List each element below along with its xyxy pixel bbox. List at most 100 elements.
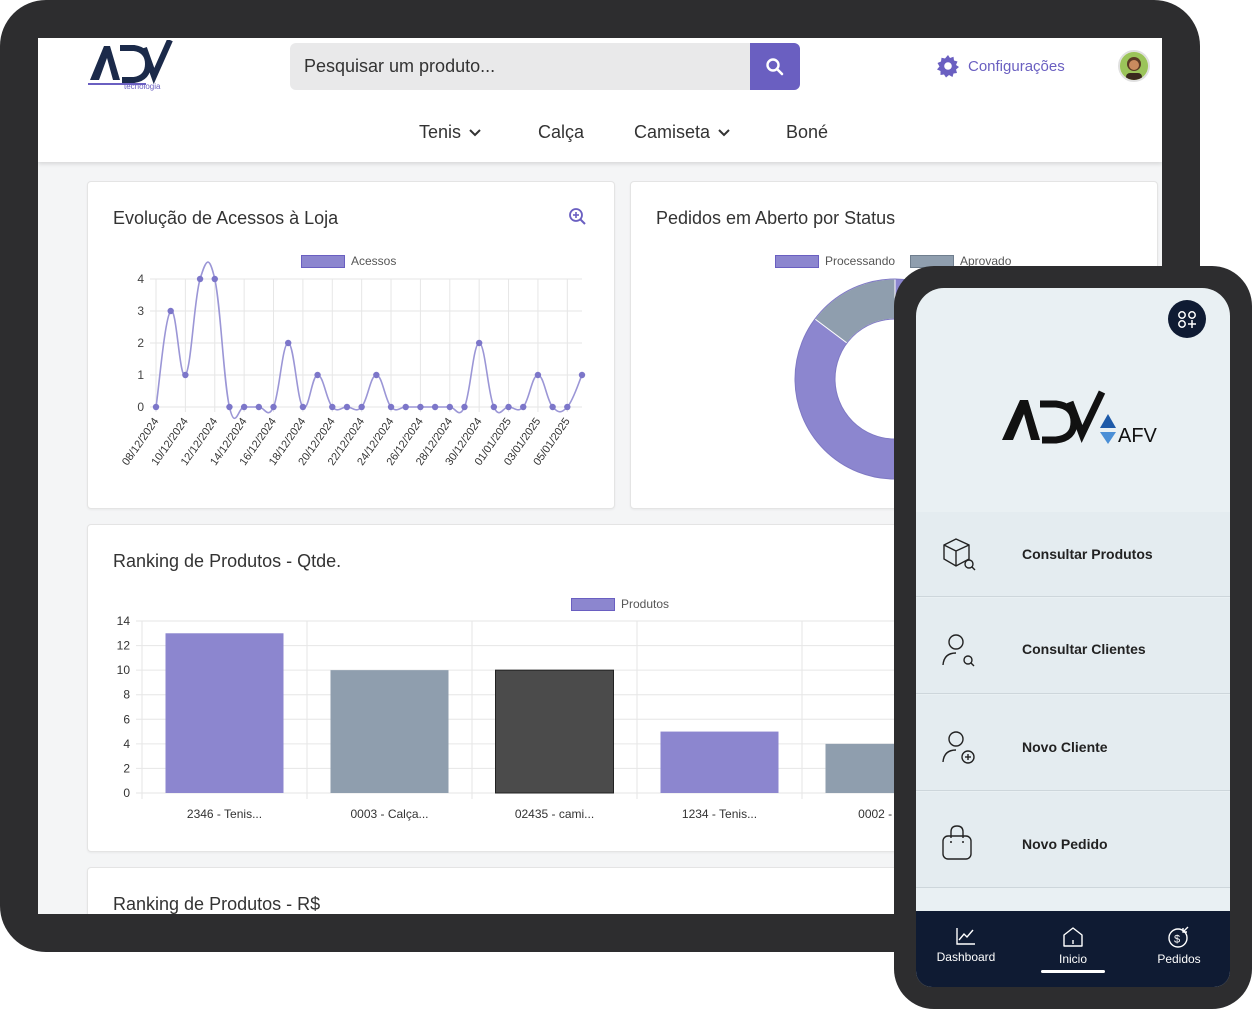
y-tick-label: 4	[137, 272, 144, 286]
access-line-chart: 0123408/12/202410/12/202412/12/202414/12…	[120, 261, 586, 468]
card-title: Pedidos em Aberto por Status	[656, 208, 896, 228]
nav-label: Calça	[538, 122, 585, 142]
y-tick-label: 1	[137, 368, 144, 382]
x-tick-label: 0003 - Calça...	[350, 807, 428, 821]
x-tick-label: 1234 - Tenis...	[682, 807, 757, 821]
nav-label: Boné	[786, 122, 829, 142]
user-add-icon	[942, 731, 975, 764]
card-title: Ranking de Produtos - R$	[113, 894, 321, 914]
logo-suffix: AFV	[1118, 425, 1158, 447]
menu-novo-pedido[interactable]: Novo Pedido	[916, 792, 1230, 888]
nav-item-bone[interactable]: Boné	[786, 122, 828, 143]
tab-inicio[interactable]: Inicio	[1041, 925, 1105, 973]
nav-item-calca[interactable]: Calça	[538, 122, 584, 143]
legend-label: Aprovado	[960, 254, 1012, 268]
home-icon	[1063, 927, 1083, 947]
card-title: Evolução de Acessos à Loja	[113, 208, 339, 228]
tab-label: Pedidos	[1157, 952, 1201, 966]
data-point	[549, 403, 556, 411]
y-tick-label: 8	[123, 688, 130, 702]
menu-novo-cliente[interactable]: Novo Cliente	[916, 695, 1230, 791]
data-point	[196, 275, 204, 283]
settings-label: Configurações	[968, 57, 1065, 75]
menu-consultar-produtos[interactable]: Consultar Produtos	[916, 512, 1230, 597]
bar	[330, 670, 449, 793]
search-box	[290, 43, 800, 90]
data-point	[152, 403, 160, 411]
data-point	[226, 403, 233, 411]
data-point	[402, 403, 409, 411]
data-point	[329, 403, 336, 411]
data-point	[285, 339, 292, 347]
menu-label: Novo Cliente	[1022, 739, 1108, 755]
company-logo[interactable]: tecnologia	[86, 38, 176, 97]
data-point	[314, 371, 321, 379]
y-tick-label: 0	[123, 786, 130, 800]
y-tick-label: 6	[123, 712, 130, 726]
nav-label: Tenis	[419, 122, 462, 142]
data-point	[358, 403, 365, 411]
legend-processando: Processando	[775, 254, 895, 268]
zoom-in-icon[interactable]	[568, 207, 588, 227]
data-point	[461, 403, 468, 411]
phone-logo: AFV	[1000, 390, 1180, 465]
svg-text:$: $	[1174, 934, 1180, 946]
bar	[660, 731, 779, 793]
bar	[495, 669, 614, 794]
search-input[interactable]	[290, 43, 759, 90]
data-point	[578, 371, 586, 379]
data-point	[299, 403, 307, 411]
phone-frame: AFV Consultar Produtos Consultar Cliente…	[894, 266, 1252, 1009]
y-tick-label: 2	[137, 336, 144, 350]
package-search-icon	[943, 538, 976, 571]
nav-item-camiseta[interactable]: Camiseta	[634, 122, 732, 143]
x-tick-label: 02435 - cami...	[515, 807, 594, 821]
bar	[165, 633, 284, 793]
y-tick-label: 0	[137, 400, 144, 414]
settings-link[interactable]: Configurações	[936, 54, 1065, 78]
user-avatar[interactable]	[1118, 50, 1150, 82]
data-point	[417, 403, 424, 411]
tab-label: Dashboard	[936, 950, 996, 964]
data-point	[490, 403, 498, 411]
data-point	[270, 403, 277, 411]
tab-dashboard[interactable]: Dashboard	[936, 925, 996, 964]
tab-pedidos[interactable]: $ Pedidos	[1148, 925, 1210, 966]
gridlines	[150, 278, 582, 412]
y-tick-label: 12	[117, 639, 131, 653]
y-tick-label: 10	[117, 663, 131, 677]
legend-label: Acessos	[351, 254, 397, 268]
shopping-bag-icon	[942, 825, 972, 860]
series-line-acessos	[155, 261, 583, 420]
phone-bottom-nav: Dashboard Inicio $ Pedidos	[916, 911, 1230, 987]
data-point	[475, 339, 483, 347]
menu-label: Consultar Clientes	[1022, 641, 1146, 657]
gear-icon	[937, 55, 959, 78]
data-point	[505, 403, 512, 411]
data-point	[564, 403, 571, 411]
nav-label: Camiseta	[634, 122, 711, 142]
search-button[interactable]	[750, 43, 800, 90]
data-point	[520, 403, 527, 411]
data-point	[431, 403, 439, 411]
phone-screen: AFV Consultar Produtos Consultar Cliente…	[916, 288, 1230, 987]
y-tick-label: 14	[117, 614, 131, 628]
apps-icon	[1178, 311, 1196, 328]
menu-label: Consultar Produtos	[1022, 546, 1153, 562]
data-point	[446, 403, 453, 411]
data-point	[255, 403, 263, 411]
card-title: Ranking de Produtos - Qtde.	[113, 551, 342, 571]
legend-swatch	[301, 254, 345, 268]
tab-label: Inicio	[1058, 952, 1087, 966]
apps-button[interactable]	[1168, 300, 1206, 338]
search-icon	[766, 57, 784, 75]
menu-consultar-clientes[interactable]: Consultar Clientes	[916, 598, 1230, 694]
chevron-down-icon	[718, 128, 730, 136]
access-chart-card: Evolução de Acessos à Loja Acessos 0 1 2 3 4…	[87, 181, 615, 509]
data-point	[534, 371, 542, 379]
y-tick-label: 2	[123, 761, 130, 775]
chart-icon	[956, 928, 975, 945]
data-point	[387, 403, 395, 411]
nav-item-tenis[interactable]: Tenis	[419, 122, 483, 143]
header: tecnologia Configurações Tenis	[38, 38, 1162, 162]
